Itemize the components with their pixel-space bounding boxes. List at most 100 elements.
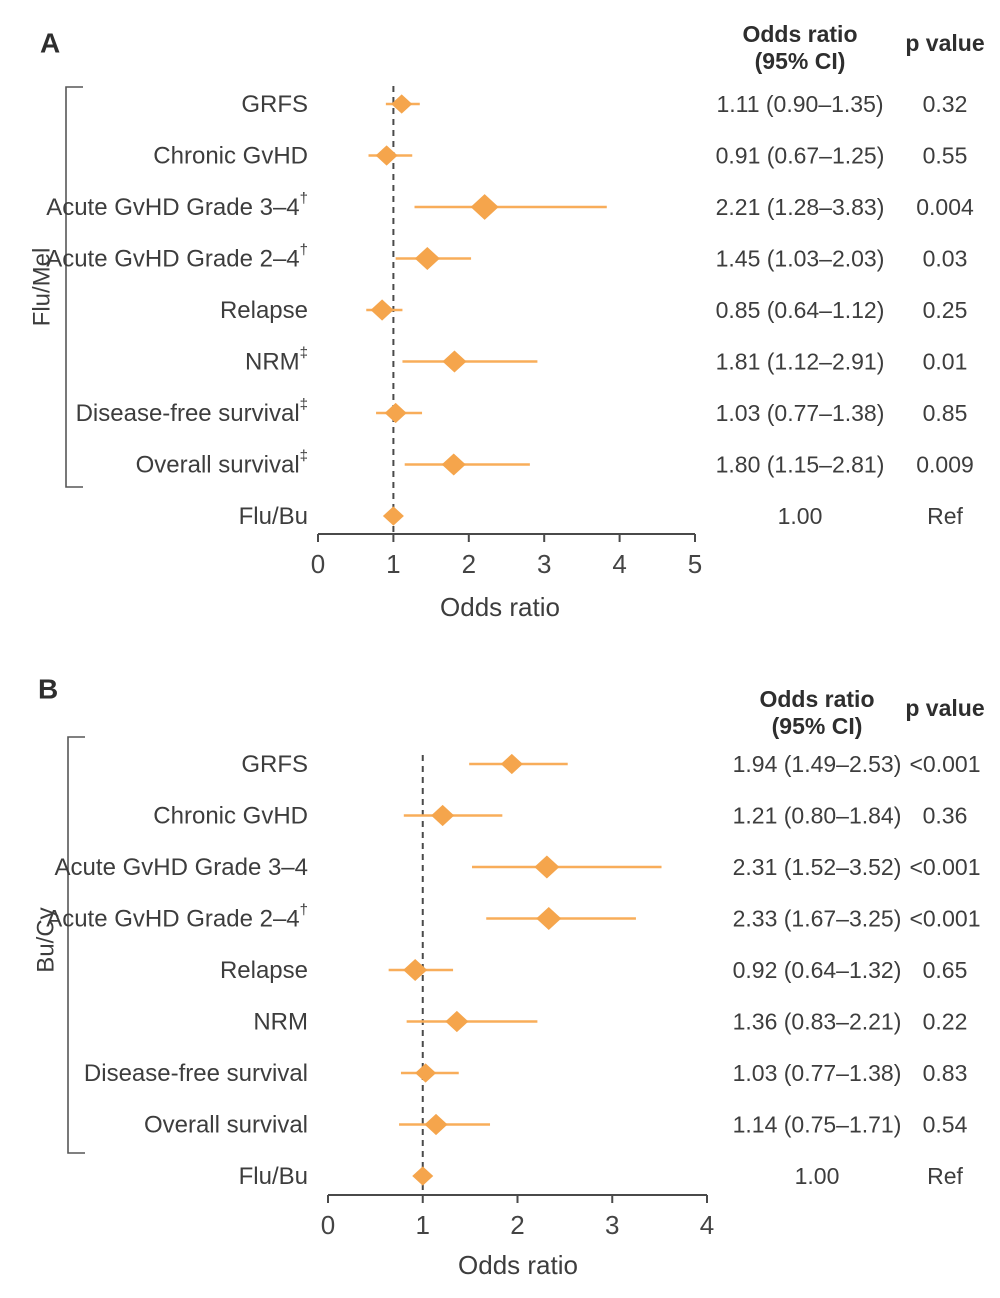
p-value: 0.85	[923, 400, 968, 426]
row-label-superscript: †	[300, 901, 308, 918]
or-marker	[445, 1010, 469, 1033]
p-value: 0.03	[923, 246, 968, 272]
row-label-text: NRM	[253, 1008, 308, 1035]
p-value: 0.65	[923, 957, 968, 983]
forest-row: GRFS 1.94 (1.49–2.53) <0.001	[241, 751, 980, 778]
or-marker	[391, 94, 413, 114]
or-ci-value: 1.03 (0.77–1.38)	[733, 1060, 902, 1086]
p-value: 0.004	[916, 194, 974, 220]
or-ci-value: 0.85 (0.64–1.12)	[716, 297, 885, 323]
forest-row: Chronic GvHD 0.91 (0.67–1.25) 0.55	[153, 142, 967, 169]
x-axis-tick-label: 3	[605, 1210, 619, 1240]
x-axis-tick-label: 2	[462, 549, 476, 579]
x-axis-tick-label: 1	[416, 1210, 430, 1240]
row-label: Chronic GvHD	[153, 802, 308, 829]
panel-label: A	[40, 28, 60, 59]
row-label: GRFS	[241, 91, 308, 118]
forest-row: Disease-free survival‡ 1.03 (0.77–1.38) 0.…	[76, 396, 968, 427]
x-axis-tick-label: 5	[688, 549, 702, 579]
or-marker	[536, 907, 562, 930]
p-value-column-header: p value	[905, 30, 984, 56]
row-label-text: Acute GvHD Grade 3–4	[55, 854, 308, 881]
forest-row: Acute GvHD Grade 2–4† 2.33 (1.67–3.25) <0.…	[46, 901, 980, 932]
p-value-column-header: p value	[905, 695, 984, 721]
p-value: 0.55	[923, 143, 968, 169]
x-axis-tick-label: 4	[700, 1210, 714, 1240]
or-ci-column-header-line2: (95% CI)	[772, 713, 863, 739]
row-label-superscript: †	[300, 190, 308, 207]
x-axis-tick-label: 3	[537, 549, 551, 579]
or-marker	[412, 1166, 434, 1186]
or-ci-value: 1.80 (1.15–2.81)	[716, 452, 885, 478]
or-marker	[370, 299, 394, 321]
row-label: Overall survival	[144, 1111, 308, 1138]
x-axis-title: Odds ratio	[458, 1250, 578, 1280]
group-bracket	[67, 736, 85, 1154]
row-label-text: Acute GvHD Grade 2–4	[46, 905, 299, 932]
forest-row: NRM 1.36 (0.83–2.21) 0.22	[253, 1008, 967, 1035]
or-ci-value: 0.92 (0.64–1.32)	[733, 957, 902, 983]
or-marker	[470, 194, 499, 220]
or-ci-column-header-line2: (95% CI)	[755, 48, 846, 74]
or-ci-value: 1.36 (0.83–2.21)	[733, 1009, 902, 1035]
row-label-superscript: ‡	[300, 396, 308, 413]
p-value: 0.36	[923, 803, 968, 829]
p-value: 0.01	[923, 349, 968, 375]
x-axis-tick-label: 0	[311, 549, 325, 579]
or-ci-value: 1.14 (0.75–1.71)	[733, 1112, 902, 1138]
row-label: Relapse	[220, 957, 308, 984]
or-marker	[424, 1113, 448, 1136]
p-value: Ref	[927, 503, 963, 529]
row-label: Disease-free survival	[84, 1060, 308, 1087]
or-ci-value: 1.94 (1.49–2.53)	[733, 751, 902, 777]
or-marker	[441, 453, 466, 476]
or-ci-value: 1.21 (0.80–1.84)	[733, 803, 902, 829]
row-label-text: Relapse	[220, 297, 308, 324]
row-label: NRM	[253, 1008, 308, 1035]
or-ci-column-header-line1: Odds ratio	[759, 686, 874, 712]
x-axis-title: Odds ratio	[440, 592, 560, 622]
or-marker	[384, 402, 407, 424]
row-label: Relapse	[220, 297, 308, 324]
group-label: Bu/Cy	[33, 907, 60, 972]
row-label: Acute GvHD Grade 2–4†	[46, 901, 308, 932]
forest-row: Relapse 0.92 (0.64–1.32) 0.65	[220, 957, 967, 984]
forest-row: Acute GvHD Grade 3–4† 2.21 (1.28–3.83) 0.0…	[46, 190, 974, 221]
x-axis-tick-label: 4	[612, 549, 626, 579]
or-marker	[414, 247, 440, 270]
row-label-superscript: ‡	[300, 447, 308, 464]
row-label-text: Chronic GvHD	[153, 802, 308, 829]
row-label-text: NRM	[245, 348, 300, 375]
forest-row: Acute GvHD Grade 3–4 2.31 (1.52–3.52) <0.0…	[55, 854, 981, 881]
forest-row: Overall survival 1.14 (0.75–1.71) 0.54	[144, 1111, 968, 1138]
p-value: 0.009	[916, 452, 974, 478]
or-ci-value: 2.33 (1.67–3.25)	[733, 906, 902, 932]
or-ci-value: 1.81 (1.12–2.91)	[716, 349, 885, 375]
row-label-superscript: †	[300, 241, 308, 258]
p-value: 0.25	[923, 297, 968, 323]
or-ci-value: 1.00	[778, 503, 823, 529]
p-value: <0.001	[910, 906, 981, 932]
row-label-text: Flu/Bu	[239, 503, 308, 530]
forest-row: Flu/Bu 1.00 Ref	[239, 503, 964, 530]
or-ci-value: 1.11 (0.90–1.35)	[716, 91, 883, 117]
row-label: Acute GvHD Grade 3–4†	[46, 190, 308, 221]
or-marker	[415, 1063, 437, 1083]
or-ci-value: 2.21 (1.28–3.83)	[716, 194, 885, 220]
row-label-text: Overall survival	[136, 451, 300, 478]
p-value: 0.32	[923, 91, 968, 117]
row-label-text: Relapse	[220, 957, 308, 984]
row-label: Chronic GvHD	[153, 142, 308, 169]
group-bracket	[65, 86, 83, 488]
p-value: <0.001	[910, 751, 981, 777]
or-ci-value: 1.03 (0.77–1.38)	[716, 400, 885, 426]
p-value: <0.001	[910, 854, 981, 880]
or-marker	[382, 506, 404, 526]
x-axis-tick-label: 1	[386, 549, 400, 579]
or-marker	[534, 855, 560, 879]
forest-row: Overall survival‡ 1.80 (1.15–2.81) 0.009	[136, 447, 974, 478]
row-label-text: GRFS	[241, 91, 308, 118]
